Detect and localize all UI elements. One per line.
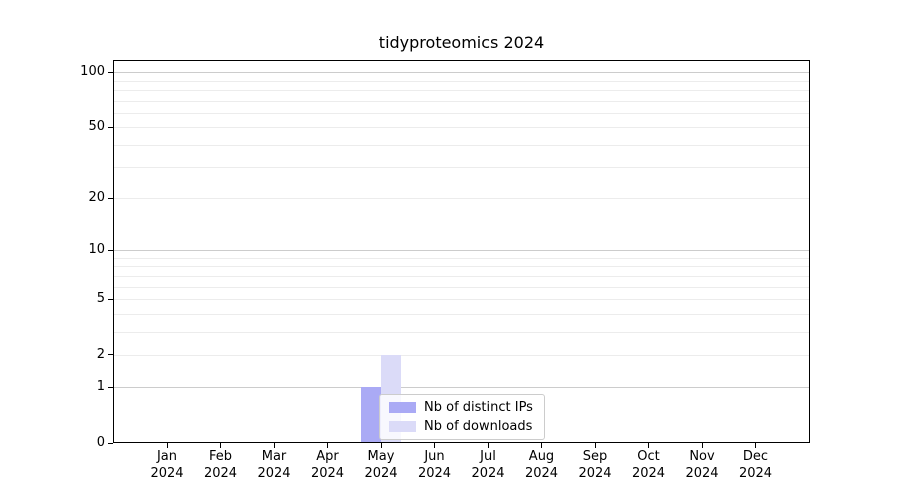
x-tick-year: 2024	[524, 465, 559, 481]
gridline-major	[114, 387, 809, 389]
y-tick-label: 100	[80, 64, 105, 80]
x-tick-mark	[487, 443, 489, 448]
x-tick-mark	[434, 443, 436, 448]
gridline-minor	[114, 80, 809, 82]
gridline-minor	[114, 258, 809, 259]
bar-nb-of-distinct-ips	[361, 387, 381, 442]
y-tick-label: 50	[88, 119, 105, 135]
gridline-minor	[114, 299, 809, 300]
gridline-minor	[114, 167, 809, 169]
gridline-minor	[114, 100, 809, 102]
x-tick-month: Aug	[528, 449, 555, 464]
x-tick-label: Oct 2024	[621, 449, 677, 482]
gridline-minor	[114, 275, 809, 277]
legend-label-distinct-ips: Nb of distinct IPs	[424, 400, 533, 415]
x-tick-label: Nov 2024	[674, 449, 730, 482]
legend-item-distinct-ips: Nb of distinct IPs	[389, 400, 535, 415]
x-tick-month: Sep	[582, 449, 608, 464]
gridline-major	[114, 250, 809, 252]
legend-item-downloads: Nb of downloads	[389, 419, 535, 434]
x-tick-year: 2024	[417, 465, 452, 481]
x-tick-month: Jun	[424, 449, 445, 464]
legend-swatch-distinct-ips	[389, 402, 416, 413]
x-tick-month: Oct	[637, 449, 660, 464]
x-tick-month: Mar	[261, 449, 287, 464]
gridlines-layer	[114, 61, 809, 442]
x-tick-year: 2024	[578, 465, 612, 481]
x-tick-month: May	[367, 449, 395, 464]
y-tick-label: 10	[88, 242, 105, 258]
x-tick-label: Sep 2024	[567, 449, 623, 482]
x-tick-year: 2024	[471, 465, 505, 481]
legend-swatch-downloads	[389, 421, 416, 432]
x-tick-label: Mar 2024	[246, 449, 302, 482]
gridline-minor	[114, 127, 809, 129]
bars-layer	[114, 61, 809, 442]
gridline-minor	[114, 89, 809, 91]
x-tick-label: Feb 2024	[193, 449, 249, 482]
x-tick-month: Jan	[156, 449, 178, 464]
chart-title: tidyproteomics 2024	[378, 33, 545, 52]
x-tick-mark	[327, 443, 329, 448]
y-tick-label: 1	[96, 379, 105, 395]
gridline-minor	[114, 313, 809, 315]
x-tick-year: 2024	[150, 465, 184, 481]
gridline-minor	[114, 286, 809, 288]
x-tick-mark	[220, 443, 222, 448]
gridline-minor	[114, 144, 809, 146]
x-tick-month: Feb	[208, 449, 233, 464]
x-tick-year: 2024	[364, 465, 398, 481]
x-tick-mark	[594, 443, 596, 448]
gridline-minor	[114, 198, 809, 200]
x-tick-year: 2024	[310, 465, 345, 481]
y-tick-label: 20	[88, 190, 105, 206]
gridline-minor	[114, 112, 809, 114]
gridline-minor	[114, 331, 809, 333]
gridline-minor	[114, 354, 809, 356]
x-tick-label: Jul 2024	[460, 449, 516, 482]
x-tick-year: 2024	[203, 465, 238, 481]
x-tick-label: Dec 2024	[728, 449, 784, 482]
y-tick-label: 5	[96, 291, 105, 306]
x-tick-label: Aug 2024	[514, 449, 570, 482]
x-tick-label: Jun 2024	[407, 449, 463, 482]
x-tick-month: Jul	[480, 449, 496, 464]
x-tick-mark	[701, 443, 703, 448]
x-tick-year: 2024	[738, 465, 773, 481]
x-tick-mark	[166, 443, 168, 448]
x-tick-mark	[648, 443, 650, 448]
x-tick-year: 2024	[631, 465, 666, 481]
plot-area: Nb of distinct IPs Nb of downloads	[113, 60, 810, 443]
x-tick-year: 2024	[685, 465, 719, 481]
x-tick-mark	[273, 443, 275, 448]
y-tick-label: 2	[96, 346, 105, 362]
x-tick-label: Apr 2024	[300, 449, 356, 482]
legend-label-downloads: Nb of downloads	[424, 419, 533, 434]
x-tick-label: Jan 2024	[139, 449, 195, 482]
x-tick-mark	[541, 443, 543, 448]
x-tick-month: Apr	[316, 449, 339, 464]
gridline-minor	[114, 266, 809, 268]
y-tick-label: 0	[96, 435, 105, 450]
x-tick-mark	[380, 443, 382, 448]
x-tick-label: May 2024	[353, 449, 409, 482]
x-tick-mark	[755, 443, 757, 448]
x-tick-year: 2024	[257, 465, 291, 481]
legend: Nb of distinct IPs Nb of downloads	[379, 394, 545, 440]
x-tick-month: Nov	[689, 449, 715, 464]
gridline-major	[114, 72, 809, 74]
x-tick-month: Dec	[742, 449, 769, 464]
